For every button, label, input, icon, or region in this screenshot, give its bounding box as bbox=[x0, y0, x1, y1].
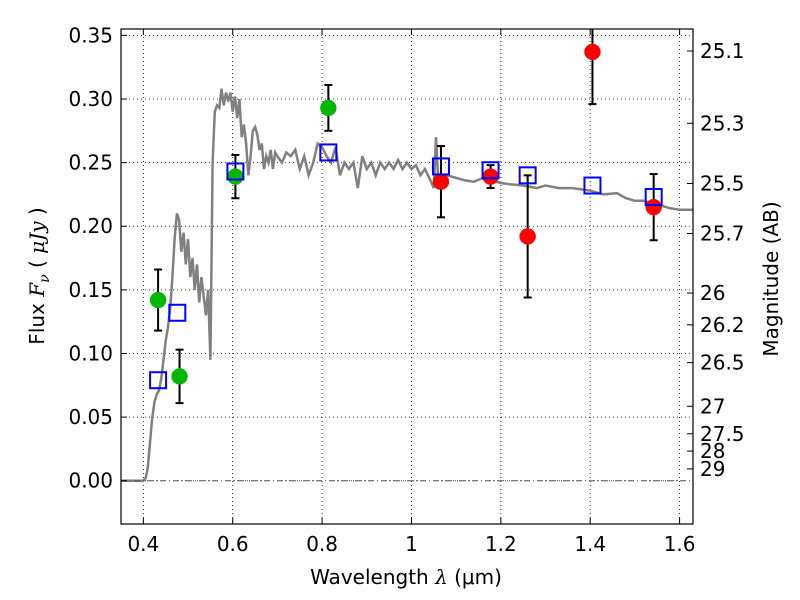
y-tick-label: 0.25 bbox=[68, 151, 113, 175]
x-tick-label: 0.8 bbox=[306, 532, 338, 556]
mag-tick-label: 25.1 bbox=[700, 39, 745, 63]
mag-tick-label: 27 bbox=[700, 394, 725, 418]
model-photometry-square bbox=[481, 161, 500, 180]
plot-frame bbox=[120, 28, 694, 525]
axis-ticks: 0.4 0.6 0.8 1 1.2 1.4 1.6 0.00 0.05 0.10 0.15 0.20 0… bbox=[68, 23, 744, 556]
mag-tick-label: 29 bbox=[700, 457, 725, 481]
y2-axis-title: Magnitude (AB) bbox=[759, 201, 783, 356]
plot-area bbox=[121, 29, 693, 482]
x-tick-label: 1.2 bbox=[485, 532, 517, 556]
mag-tick-label: 26.5 bbox=[700, 351, 745, 375]
photometry-point bbox=[149, 291, 167, 309]
y-tick-label: 0.30 bbox=[68, 87, 113, 111]
y-tick-label: 0.20 bbox=[68, 214, 113, 238]
y-tick-label: 0.00 bbox=[68, 469, 113, 493]
photometry-point bbox=[171, 368, 188, 385]
photometry-point bbox=[482, 168, 499, 185]
model-photometry-square bbox=[168, 303, 187, 322]
y-tick-label: 0.05 bbox=[68, 405, 113, 429]
x-tick-label: 1.6 bbox=[664, 532, 696, 556]
mag-tick-label: 25.7 bbox=[700, 221, 745, 245]
mag-tick-label: 27.5 bbox=[700, 422, 745, 446]
y-tick-label: 0.15 bbox=[68, 278, 113, 302]
photometry-point bbox=[227, 168, 244, 185]
model-photometry-square bbox=[431, 157, 450, 176]
x-axis-title: Wavelength λ (μm) bbox=[310, 565, 502, 589]
mag-tick-label: 26.2 bbox=[700, 313, 745, 337]
x-tick-label: 1.4 bbox=[574, 532, 606, 556]
photometry-point bbox=[320, 99, 337, 117]
photometry-point bbox=[645, 198, 662, 216]
y-tick-label: 0.10 bbox=[68, 341, 113, 365]
model-photometry-square bbox=[583, 176, 602, 195]
mag-tick-label: 25.5 bbox=[700, 171, 745, 195]
y-tick-label: 0.35 bbox=[68, 23, 113, 47]
photometry-point bbox=[432, 173, 450, 190]
model-photometry-square bbox=[149, 371, 168, 390]
data-markers bbox=[149, 29, 663, 405]
model-photometry-square bbox=[319, 143, 338, 162]
model-photometry-square bbox=[518, 166, 537, 185]
photometry-point bbox=[584, 43, 601, 61]
photometry-point bbox=[519, 228, 536, 245]
x-tick-label: 0.4 bbox=[127, 532, 159, 556]
grid-lines bbox=[121, 29, 693, 524]
mag-tick-label: 25.3 bbox=[700, 111, 745, 135]
model-sed-line bbox=[121, 88, 693, 482]
y-axis-title: Flux Fν ( μJy ) bbox=[25, 207, 53, 344]
x-tick-label: 1 bbox=[405, 532, 418, 556]
mag-tick-label: 26 bbox=[700, 281, 725, 305]
x-tick-label: 0.6 bbox=[217, 532, 249, 556]
model-photometry-square bbox=[644, 187, 663, 206]
model-photometry-square bbox=[226, 162, 245, 181]
mag-tick-label: 28 bbox=[700, 439, 725, 463]
